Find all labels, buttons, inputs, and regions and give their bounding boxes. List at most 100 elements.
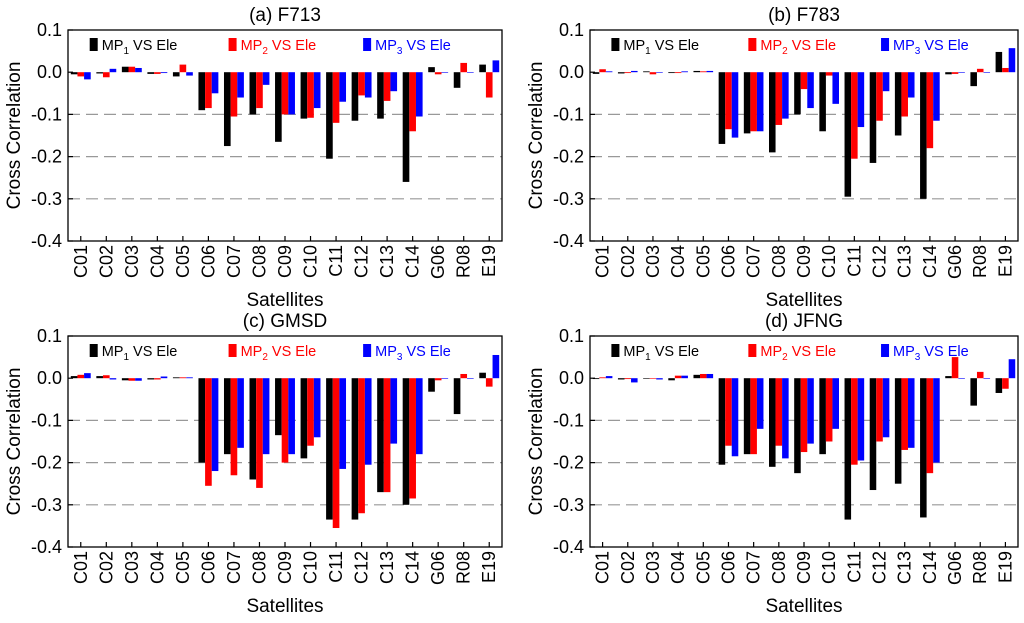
bar-C05-mp1 xyxy=(693,70,701,73)
bar-C06-mp3 xyxy=(731,72,739,138)
bar-C11-mp2 xyxy=(851,72,858,159)
legend-swatch-mp1 xyxy=(611,38,620,51)
x-tick-label-C11: C11 xyxy=(326,551,346,583)
bar-C03-mp1 xyxy=(643,71,650,73)
bar-C13-mp1 xyxy=(377,378,384,493)
bar-C08-mp2 xyxy=(775,378,783,446)
x-tick-label-C13: C13 xyxy=(895,551,915,584)
x-tick-label-C03: C03 xyxy=(643,551,663,584)
bar-C08-mp3 xyxy=(262,378,270,455)
bar-C08-mp1 xyxy=(249,378,257,480)
y-tick-label: -0.2 xyxy=(31,147,62,167)
x-tick-label-G06: G06 xyxy=(945,245,965,279)
bar-C10-mp3 xyxy=(832,378,839,429)
bar-C03-mp2 xyxy=(649,378,657,379)
bar-C13-mp3 xyxy=(907,72,915,98)
bar-C05-mp2 xyxy=(179,64,187,73)
bar-C12-mp2 xyxy=(876,378,883,442)
x-tick-label-C11: C11 xyxy=(844,551,864,583)
bar-C04-mp2 xyxy=(674,72,682,74)
bar-R08-mp1 xyxy=(453,378,461,415)
bar-C05-mp2 xyxy=(700,71,707,73)
y-axis-label: Cross Correlation xyxy=(526,62,547,210)
x-tick-label-C14: C14 xyxy=(403,245,423,278)
legend-swatch-mp1 xyxy=(89,38,98,51)
bar-C06-mp2 xyxy=(205,72,212,109)
bar-C14-mp1 xyxy=(402,378,410,505)
bar-G06-mp3 xyxy=(441,378,449,379)
bar-R08-mp1 xyxy=(970,378,977,406)
x-tick-label-C13: C13 xyxy=(377,245,397,278)
legend-swatch-mp3 xyxy=(363,38,372,51)
bar-C13-mp3 xyxy=(390,378,398,444)
bar-C09-mp3 xyxy=(807,378,814,444)
x-axis-label: Satellites xyxy=(246,290,323,311)
bar-G06-mp3 xyxy=(958,378,965,379)
bar-C07-mp3 xyxy=(756,378,764,429)
y-tick-label: -0.3 xyxy=(31,495,62,515)
bar-R08-mp3 xyxy=(983,378,991,379)
panel-3: 0.1 0.0 -0.1 -0.2 -0.3 -0.4 C01 C02 C03 C04 C05 C06… xyxy=(526,311,1019,617)
x-tick-label-C07: C07 xyxy=(224,551,244,584)
x-tick-label-R08: R08 xyxy=(454,245,474,278)
bar-G06-mp2 xyxy=(951,72,959,74)
x-tick-label-C04: C04 xyxy=(668,551,688,584)
y-tick-label: 0.0 xyxy=(559,62,584,82)
bar-C01-mp2 xyxy=(77,72,85,77)
bar-C09-mp1 xyxy=(794,378,801,474)
bar-C04-mp1 xyxy=(147,378,155,380)
bar-C05-mp1 xyxy=(172,377,180,379)
bar-C11-mp3 xyxy=(339,72,347,102)
bar-C14-mp1 xyxy=(402,72,410,182)
x-tick-label-C09: C09 xyxy=(794,551,814,584)
bar-C01-mp2 xyxy=(599,69,606,73)
bar-R08-mp1 xyxy=(453,72,461,88)
legend-label-mp1: MP1 VS Ele xyxy=(623,344,699,363)
bar-C13-mp1 xyxy=(894,72,902,136)
y-tick-label: 0.0 xyxy=(37,62,62,82)
legend-swatch-mp2 xyxy=(748,344,757,357)
bar-E19-mp1 xyxy=(479,372,486,379)
x-tick-label-C09: C09 xyxy=(275,551,295,584)
bar-C04-mp2 xyxy=(674,375,682,379)
x-tick-label-G06: G06 xyxy=(428,551,448,585)
bar-C06-mp3 xyxy=(211,72,219,94)
x-tick-label-C09: C09 xyxy=(275,245,295,278)
panel-0: 0.1 0.0 -0.1 -0.2 -0.3 -0.4 C01 C02 C03 C04 C05 C06… xyxy=(4,5,503,311)
bar-C02-mp2 xyxy=(102,72,110,78)
bar-C11-mp2 xyxy=(332,378,340,529)
bar-E19-mp3 xyxy=(492,354,500,379)
bar-G06-mp1 xyxy=(945,376,952,379)
bar-C10-mp1 xyxy=(819,72,826,132)
bar-E19-mp2 xyxy=(485,72,493,98)
x-tick-label-C02: C02 xyxy=(618,245,638,278)
bar-C02-mp1 xyxy=(96,376,103,379)
bar-C14-mp2 xyxy=(926,378,934,474)
bar-R08-mp3 xyxy=(983,72,991,73)
bar-G06-mp1 xyxy=(428,378,435,392)
legend-label-mp1: MP1 VS Ele xyxy=(102,38,178,57)
chart-title: (a) F713 xyxy=(249,5,321,26)
legend-label-mp3: MP3 VS Ele xyxy=(893,344,969,363)
bar-C05-mp1 xyxy=(172,72,180,77)
x-tick-label-E19: E19 xyxy=(995,245,1015,277)
bar-C12-mp1 xyxy=(869,378,877,491)
x-tick-label-C12: C12 xyxy=(352,551,372,584)
bar-R08-mp2 xyxy=(976,68,984,73)
bar-C05-mp3 xyxy=(706,70,714,73)
bar-C09-mp1 xyxy=(275,378,282,436)
bar-G06-mp1 xyxy=(428,67,435,73)
y-tick-label: -0.4 xyxy=(31,231,62,251)
bar-C08-mp3 xyxy=(782,72,789,119)
legend-swatch-mp1 xyxy=(89,344,98,357)
x-tick-label-C09: C09 xyxy=(794,245,814,278)
x-tick-label-C03: C03 xyxy=(643,245,663,278)
bar-R08-mp2 xyxy=(460,62,468,73)
bar-C14-mp2 xyxy=(409,72,416,132)
bar-G06-mp3 xyxy=(441,72,449,73)
bar-C11-mp1 xyxy=(844,72,852,197)
y-tick-label: -0.2 xyxy=(31,453,62,473)
x-tick-label-C02: C02 xyxy=(618,551,638,584)
x-tick-label-C03: C03 xyxy=(122,245,142,278)
